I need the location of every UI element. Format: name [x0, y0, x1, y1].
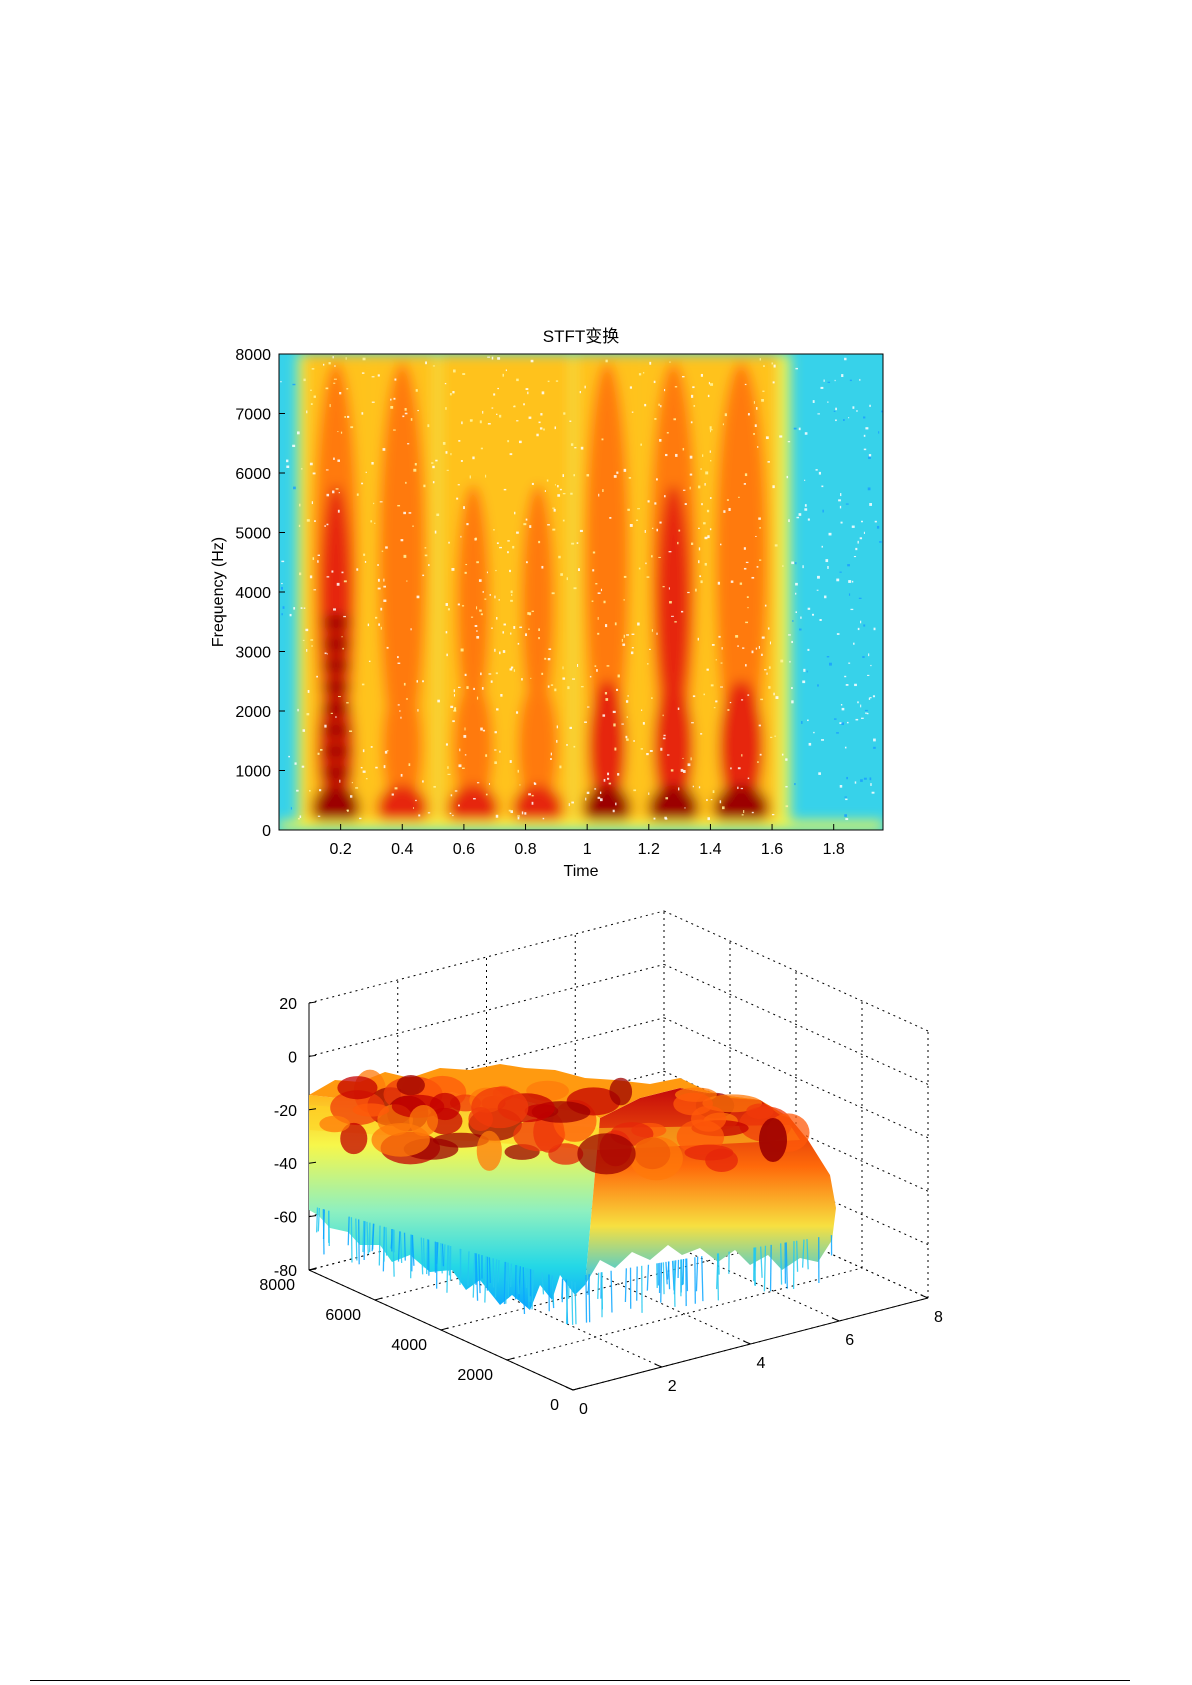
x-tick-mark — [743, 1340, 751, 1345]
syllable-segment — [704, 354, 779, 830]
x-tick-label: 4 — [757, 1355, 766, 1372]
grid-line — [663, 910, 929, 1032]
x-tick-label: 1.6 — [761, 841, 783, 858]
z-tick-label: -80 — [274, 1263, 297, 1280]
x-tick-label: 1.4 — [699, 841, 721, 858]
z-tick-mark — [308, 1108, 317, 1111]
z-tick-label: -60 — [274, 1210, 297, 1227]
x-tick-label: 0.4 — [391, 841, 413, 858]
z-tick-label: 0 — [288, 1049, 297, 1066]
z-tick-label: -40 — [274, 1156, 297, 1173]
z-tick-mark — [308, 1054, 317, 1057]
x-tick-label: 1.8 — [823, 841, 845, 858]
surface-spikes — [316, 1207, 833, 1325]
y-axis-ticks: 0 1000 2000 3000 4000 5000 6000 7000 8000 — [235, 347, 285, 840]
page-footer-line — [30, 1680, 1130, 1681]
grid-line — [506, 1267, 863, 1361]
y-tick-label: 0 — [262, 823, 271, 840]
x-tick-mark — [920, 1294, 929, 1299]
grid-line — [308, 910, 665, 1004]
x-tick-label: 0 — [579, 1401, 588, 1418]
z-tick-label: 20 — [279, 996, 297, 1013]
y-axis-ticks: 0 2000 4000 6000 8000 — [259, 1267, 581, 1414]
y-tick-label: 1000 — [235, 764, 271, 781]
z-tick-mark — [308, 1161, 317, 1164]
spectrogram-chart: STFT变换 0.2 0.4 0.6 0.8 1 1.2 1.4 1.6 1.8 0 1000 20… — [210, 327, 884, 880]
surface-mesh — [309, 1064, 836, 1325]
syllable-segment — [439, 354, 507, 830]
y-tick-label: 5000 — [235, 526, 271, 543]
y-tick-label: 4000 — [391, 1337, 427, 1354]
y-tick-label: 8000 — [259, 1277, 295, 1294]
y-tick-label: 2000 — [235, 704, 271, 721]
y-tick-mark — [440, 1327, 449, 1331]
y-tick-label: 3000 — [235, 645, 271, 662]
grid-line — [374, 1207, 731, 1301]
stft-surface-chart: 20 0 -20 -40 -60 -80 0 2000 4000 6000 8000 0 2 4 6 8 — [259, 910, 943, 1418]
y-tick-label: 8000 — [235, 347, 271, 364]
x-tick-label: 2 — [668, 1378, 677, 1395]
y-tick-label: 6000 — [235, 466, 271, 483]
y-tick-label: 0 — [550, 1397, 559, 1414]
y-tick-label: 2000 — [457, 1367, 493, 1384]
x-tick-label: 6 — [845, 1332, 854, 1349]
x-tick-label: 1 — [583, 841, 592, 858]
y-axis-label: Frequency (Hz) — [210, 537, 227, 647]
grid-line — [308, 963, 665, 1057]
z-tick-mark — [308, 1001, 317, 1004]
x-tick-label: 8 — [934, 1309, 943, 1326]
y-tick-label: 7000 — [235, 407, 271, 424]
x-tick-label: 0.2 — [330, 841, 352, 858]
chart-title: STFT变换 — [543, 327, 620, 346]
y-tick-mark — [572, 1387, 581, 1391]
x-axis-ticks: 0.2 0.4 0.6 0.8 1 1.2 1.4 1.6 1.8 — [330, 824, 845, 858]
x-axis-label: Time — [564, 863, 599, 880]
y-tick-mark — [374, 1297, 383, 1301]
spectrogram-noise — [280, 356, 883, 821]
y-tick-mark — [308, 1267, 317, 1271]
z-tick-label: -20 — [274, 1103, 297, 1120]
spectrogram-image — [279, 354, 883, 830]
x-tick-label: 1.2 — [638, 841, 660, 858]
grid-line — [663, 1017, 929, 1139]
y-tick-mark — [506, 1357, 515, 1361]
x-tick-mark — [832, 1317, 840, 1322]
grid-line — [663, 963, 929, 1085]
x-axis-ticks: 0 2 4 6 8 — [565, 1294, 943, 1418]
surface-peak-high — [759, 1118, 787, 1162]
syllable-segment — [368, 354, 436, 830]
grid-line — [308, 1177, 665, 1271]
y-tick-label: 4000 — [235, 585, 271, 602]
syllable-segment — [575, 354, 640, 830]
y-tick-label: 6000 — [325, 1307, 361, 1324]
x-tick-mark — [565, 1386, 574, 1391]
x-tick-mark — [654, 1363, 662, 1368]
syllable-segment — [303, 354, 369, 830]
surface-peaks — [319, 1069, 810, 1181]
syllable-segment — [639, 354, 708, 830]
x-tick-label: 0.6 — [453, 841, 475, 858]
syllable-segment — [504, 354, 572, 830]
x-tick-label: 0.8 — [514, 841, 536, 858]
grid-line — [440, 1237, 797, 1331]
z-tick-mark — [308, 1215, 317, 1218]
